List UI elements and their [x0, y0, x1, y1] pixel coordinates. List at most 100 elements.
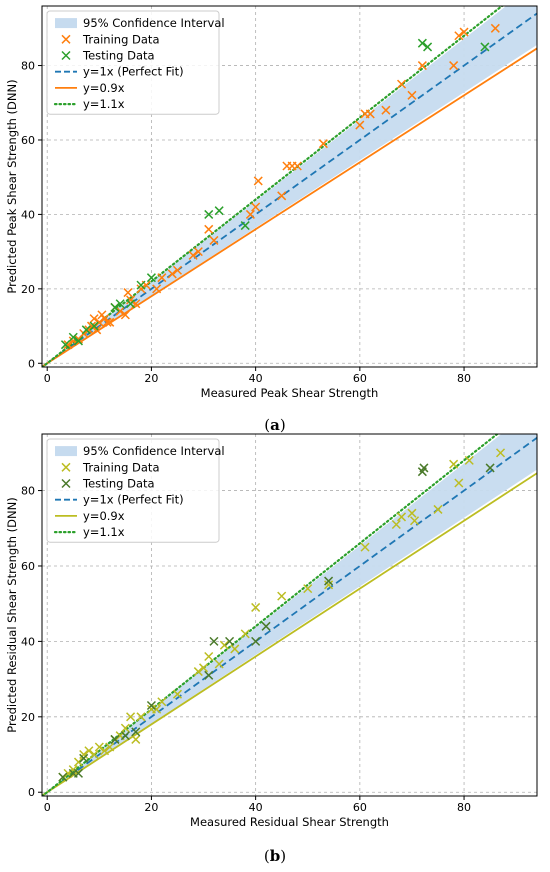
panel-b-caption: (b) [264, 847, 286, 865]
data-point-marker [209, 235, 219, 245]
y-tick-label: 20 [21, 711, 35, 724]
data-point-marker [419, 463, 429, 473]
data-point-marker [417, 61, 427, 71]
legend-label: y=0.9x [83, 81, 125, 95]
data-point-marker [209, 636, 219, 646]
data-point-marker [63, 340, 73, 350]
data-point-marker [219, 640, 229, 650]
x-tick-label: 80 [457, 801, 471, 814]
legend-label: 95% Confidence Interval [83, 444, 225, 458]
data-point-marker [84, 746, 94, 756]
x-tick-label: 20 [144, 372, 158, 385]
x-axis-label: Measured Peak Shear Strength [201, 386, 379, 400]
data-point-marker [214, 659, 224, 669]
data-point-marker [79, 753, 89, 763]
x-tick-label: 40 [249, 372, 263, 385]
data-point-marker [120, 731, 130, 741]
data-point-marker [86, 321, 97, 331]
data-point-marker [303, 584, 313, 594]
data-point-marker [198, 663, 209, 673]
data-point-marker [172, 689, 183, 699]
y-tick-label: 40 [21, 635, 35, 648]
data-point-marker [459, 27, 469, 37]
legend-band-swatch [55, 446, 77, 457]
data-point-marker [188, 250, 198, 260]
plot-area [42, 6, 537, 367]
data-point-marker [193, 247, 203, 257]
data-point-marker [454, 478, 464, 488]
data-point-marker [89, 314, 99, 324]
data-point-marker [240, 629, 250, 639]
x-tick-label: 0 [44, 801, 51, 814]
legend-label: y=1.1x [83, 97, 125, 111]
y-tick-label: 40 [21, 208, 35, 221]
data-point-marker [204, 670, 214, 680]
legend-marker-swatch [61, 34, 71, 44]
data-point-marker [102, 317, 112, 327]
data-point-marker [99, 746, 110, 756]
data-point-marker [251, 202, 261, 212]
data-point-marker [126, 712, 136, 722]
data-point-marker [433, 504, 443, 514]
y-tick-label: 0 [28, 786, 35, 799]
y-axis-label: Predicted Residual Shear Strength (DNN) [5, 497, 19, 732]
x-tick-label: 60 [353, 372, 367, 385]
data-point-marker [105, 742, 115, 752]
data-point-marker [157, 273, 167, 283]
data-point-marker [58, 772, 68, 782]
data-point-marker [360, 542, 370, 552]
data-point-marker [110, 302, 120, 312]
panel-a-chart: 0 20 40 60 80 0 20 40 60 80 Measured Peak Shear St… [5, 5, 538, 400]
data-point-marker [136, 280, 146, 290]
legend-label: Training Data [82, 32, 160, 46]
data-point-marker [204, 224, 214, 234]
data-point-marker [89, 321, 99, 331]
panel-a-caption: (a) [264, 416, 285, 434]
x-tick-label: 40 [249, 801, 263, 814]
legend-label: y=0.9x [83, 509, 125, 523]
data-point-marker [423, 42, 433, 52]
data-point-marker [60, 340, 70, 350]
data-point-marker [230, 644, 240, 654]
data-point-marker [454, 31, 464, 41]
data-point-marker [245, 209, 255, 219]
data-point-marker [410, 516, 420, 526]
data-point-marker [136, 284, 146, 294]
data-point-marker [172, 265, 183, 275]
plot-frame [41, 433, 538, 797]
data-point-marker [94, 742, 104, 752]
legend-marker-swatch [61, 478, 71, 489]
data-point-marker [251, 602, 261, 612]
data-point-marker [214, 206, 224, 216]
data-point-marker [277, 591, 287, 601]
data-point-marker [120, 723, 130, 733]
legend-label: y=1x (Perfect Fit) [83, 65, 184, 79]
y-tick-label: 60 [21, 134, 35, 147]
data-point-marker [407, 90, 417, 100]
data-point-marker [73, 768, 84, 778]
data-point-marker [225, 636, 235, 646]
data-point-marker [126, 299, 136, 309]
data-point-marker [131, 727, 141, 737]
data-point-marker [152, 284, 162, 294]
data-point-marker [240, 221, 250, 231]
reference-line [42, 472, 537, 796]
y-tick-label: 60 [21, 560, 35, 573]
data-point-marker [495, 448, 506, 458]
data-point-marker [146, 700, 156, 711]
data-point-marker [157, 697, 167, 707]
legend-label: y=1x (Perfect Fit) [83, 493, 184, 507]
data-point-marker [152, 704, 162, 714]
data-point-marker [277, 191, 287, 201]
legend-label: 95% Confidence Interval [83, 16, 225, 30]
data-point-marker [73, 336, 84, 346]
data-point-marker [204, 209, 214, 219]
legend-box [46, 438, 220, 543]
legend-band-swatch [55, 18, 77, 29]
legend-label: Testing Data [82, 477, 155, 491]
plot-frame [41, 5, 538, 368]
data-point-marker [81, 325, 91, 335]
data-point-marker [115, 299, 125, 309]
data-point-marker [110, 734, 120, 744]
data-point-marker [131, 734, 141, 744]
